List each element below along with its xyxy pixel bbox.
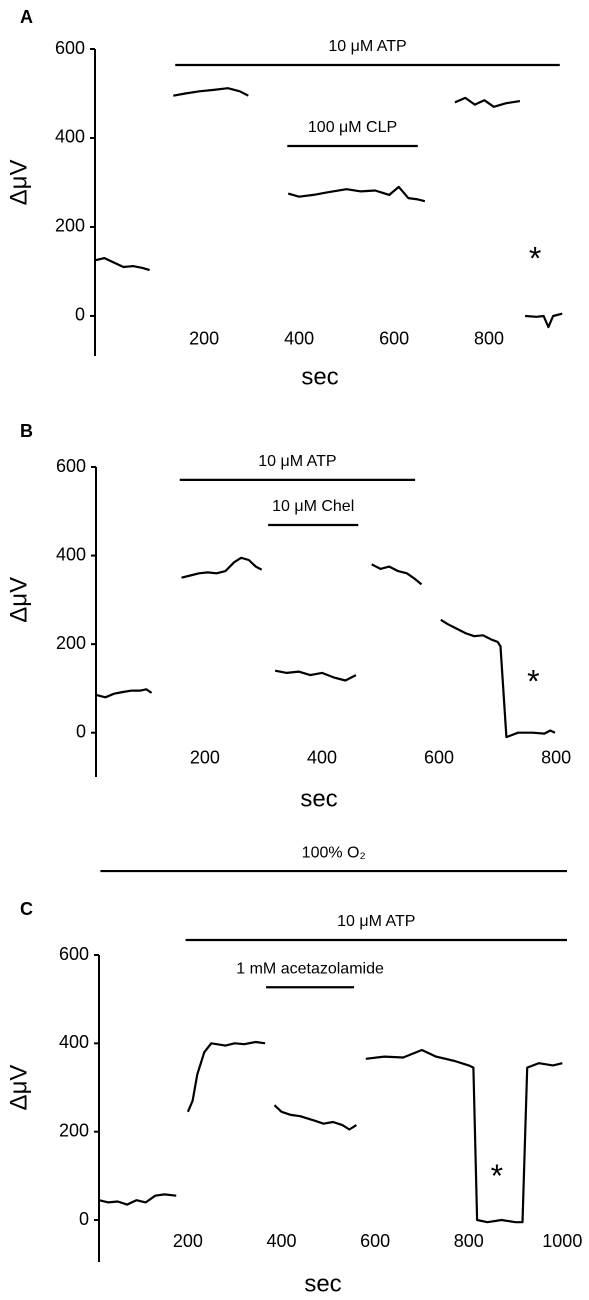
- x-tick-label: 200: [189, 329, 219, 349]
- y-tick-label: 0: [79, 1209, 89, 1229]
- y-tick-label: 0: [75, 305, 85, 325]
- treatment-label: 1 mM acetazolamide: [236, 960, 384, 977]
- y-tick-label: 600: [56, 456, 86, 476]
- x-tick-label: 800: [474, 329, 504, 349]
- x-axis-label: sec: [300, 785, 337, 812]
- x-tick-label: 600: [360, 1231, 390, 1251]
- x-tick-label: 1000: [542, 1231, 582, 1251]
- y-tick-label: 200: [56, 633, 86, 653]
- x-tick-label: 200: [190, 747, 220, 767]
- treatment-label: 10 μM ATP: [328, 38, 406, 55]
- treatment-label: 10 μM ATP: [337, 913, 415, 930]
- asterisk: *: [529, 240, 541, 276]
- asterisk: *: [491, 1158, 503, 1194]
- treatment-label: 10 μM Chel: [272, 498, 354, 515]
- y-axis-label: ΔμV: [5, 1065, 32, 1111]
- x-tick-label: 400: [307, 747, 337, 767]
- x-axis-label: sec: [304, 1270, 341, 1297]
- data-line: [94, 87, 563, 329]
- y-tick-label: 200: [59, 1120, 89, 1140]
- panel-label: C: [20, 899, 33, 919]
- x-axis-label: sec: [301, 363, 338, 390]
- data-line: [96, 556, 556, 739]
- treatment-label: 100% O₂: [302, 844, 366, 861]
- x-tick-label: 600: [379, 329, 409, 349]
- y-tick-label: 200: [55, 216, 85, 236]
- panel-label: A: [20, 7, 33, 27]
- x-tick-label: 400: [266, 1231, 296, 1251]
- treatment-label: 100 μM CLP: [308, 119, 397, 136]
- y-tick-label: 400: [59, 1032, 89, 1052]
- y-tick-label: 400: [56, 544, 86, 564]
- x-tick-label: 600: [424, 747, 454, 767]
- y-tick-label: 600: [59, 944, 89, 964]
- asterisk: *: [527, 663, 539, 699]
- y-axis-label: ΔμV: [5, 577, 32, 623]
- y-tick-label: 400: [55, 127, 85, 147]
- data-line: [98, 1040, 563, 1224]
- y-tick-label: 600: [55, 38, 85, 58]
- y-tick-label: 0: [76, 721, 86, 741]
- x-tick-label: 200: [173, 1231, 203, 1251]
- x-tick-label: 800: [454, 1231, 484, 1251]
- x-tick-label: 400: [284, 329, 314, 349]
- x-tick-label: 800: [541, 747, 571, 767]
- panel-label: B: [20, 421, 33, 441]
- treatment-label: 10 μM ATP: [258, 453, 336, 470]
- y-axis-label: ΔμV: [5, 160, 32, 206]
